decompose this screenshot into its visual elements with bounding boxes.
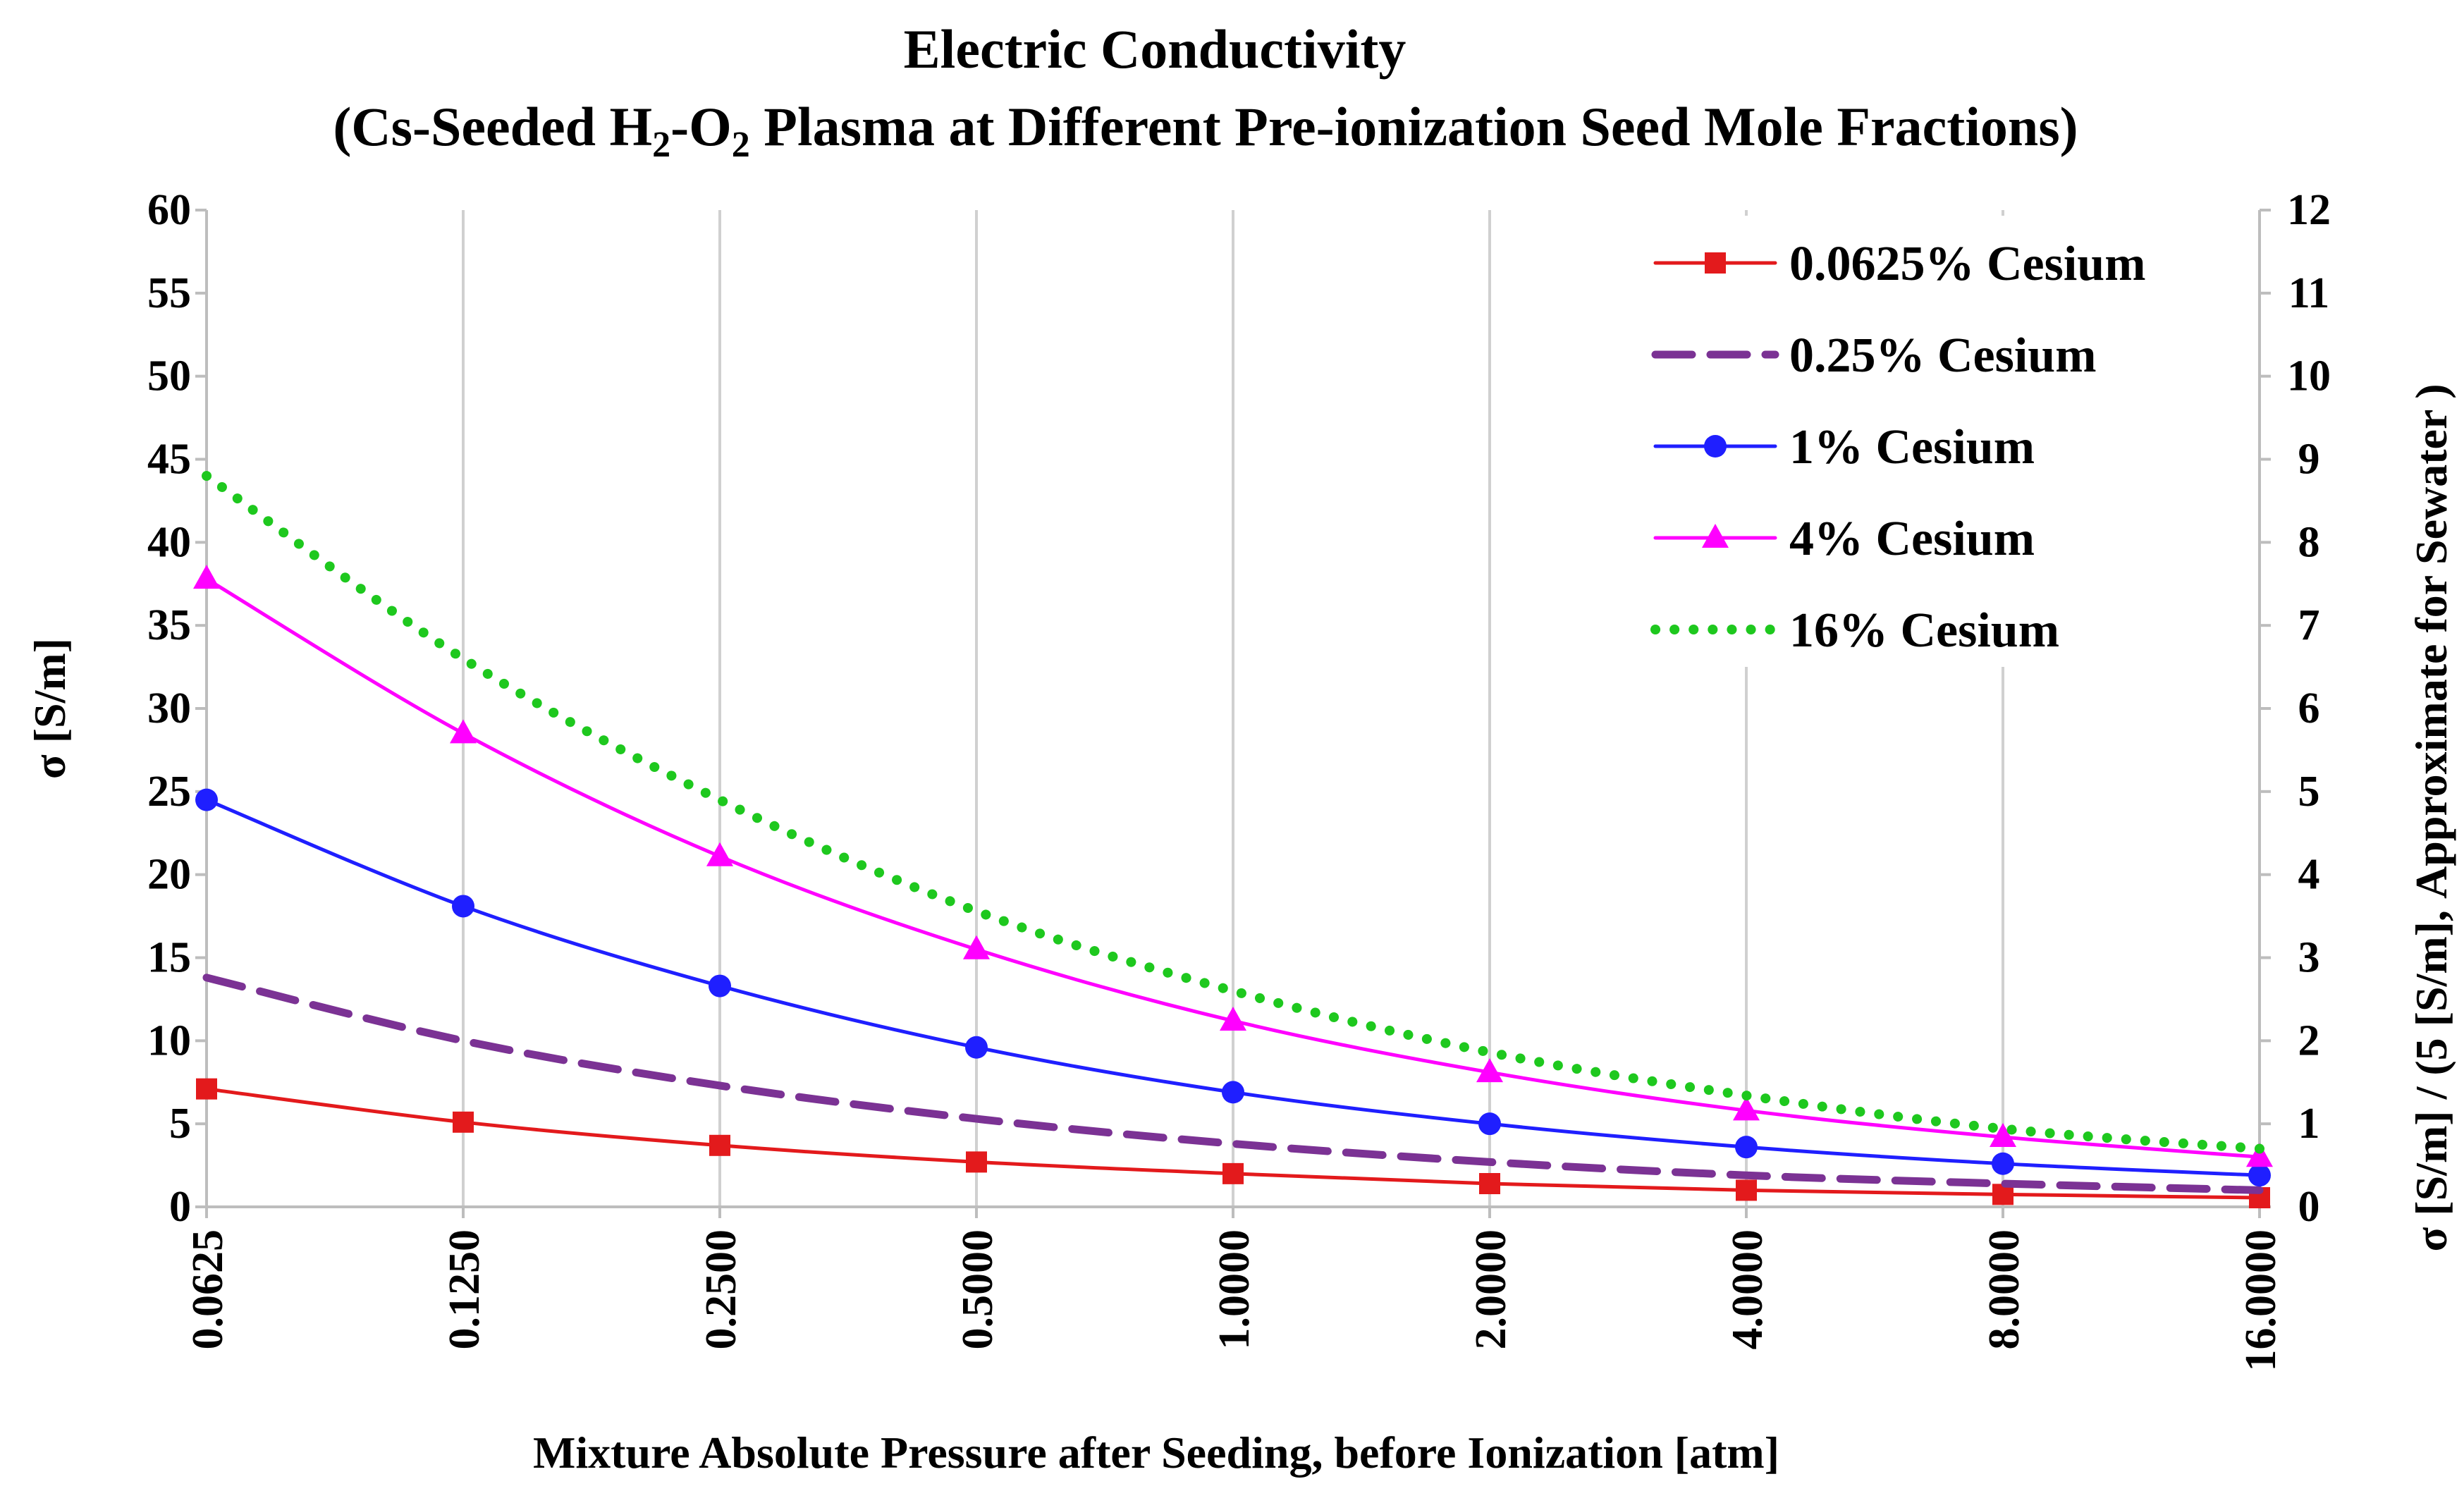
y2-tick-label: 9: [2298, 436, 2320, 484]
x-axis-label: Mixture Absolute Pressure after Seeding,…: [533, 1428, 1779, 1478]
legend-label-0-25-cesium: 0.25% Cesium: [1789, 329, 2097, 383]
y2-tick-label: 7: [2298, 601, 2320, 649]
data-point: [1220, 1007, 1246, 1031]
y-tick-label: 5: [169, 1100, 191, 1148]
y2-tick-label: 5: [2298, 768, 2320, 816]
data-point: [1479, 1173, 1500, 1195]
y-tick-label: 40: [147, 518, 191, 566]
data-point: [193, 565, 220, 589]
x-tick-label: 4.0000: [1724, 1229, 1772, 1350]
data-point: [1735, 1136, 1758, 1159]
y-tick-label: 0: [169, 1183, 191, 1231]
y2-tick-label: 10: [2287, 352, 2331, 400]
legend-marker-4-cesium: [1702, 524, 1729, 548]
y2-tick-label: 8: [2298, 518, 2320, 566]
data-point: [1478, 1112, 1501, 1136]
data-point: [452, 895, 474, 918]
legend-label-16-cesium: 16% Cesium: [1789, 603, 2059, 658]
series-16-cesium: [202, 471, 2264, 1154]
grid-layer: [462, 210, 2004, 1207]
data-point: [709, 1134, 730, 1156]
data-point: [963, 935, 990, 959]
legend: 0.0625% Cesium 0.25% Cesium 1% Cesium 4% Ce…: [1618, 216, 2221, 667]
data-point: [966, 1151, 987, 1173]
data-point: [2248, 1164, 2271, 1187]
series-0-0625-cesium: [196, 1078, 2270, 1209]
x-tick-label: 1.0000: [1210, 1229, 1258, 1350]
data-point: [1222, 1081, 1244, 1104]
y2-tick-label: 4: [2298, 851, 2320, 899]
data-point: [195, 788, 218, 811]
x-tick-label: 2.0000: [1467, 1229, 1515, 1350]
y2-tick-label: 12: [2287, 186, 2331, 234]
y2-tick-label: 0: [2298, 1183, 2320, 1231]
axes-layer: [195, 209, 2271, 1218]
y-tick-label: 35: [147, 601, 191, 649]
legend-marker-0-0625-cesium: [1705, 252, 1726, 274]
y-tick-label: 30: [147, 685, 191, 732]
series-line-0-25-cesium: [202, 974, 2264, 1194]
data-point: [196, 1078, 217, 1100]
x-tick-label: 16.0000: [2237, 1229, 2285, 1372]
y-tick-label: 45: [147, 436, 191, 484]
data-point: [709, 974, 731, 998]
data-point: [450, 719, 477, 744]
x-tick-label: 0.0625: [184, 1229, 232, 1350]
y-tick-label: 50: [147, 352, 191, 400]
data-point: [2246, 1143, 2273, 1167]
series-0-25-cesium: [202, 974, 2264, 1194]
data-point: [1992, 1152, 2014, 1175]
y2-tick-label: 1: [2298, 1100, 2320, 1148]
chart-subtitle: (Cs-Seeded H2-O2 Plasma at Different Pre…: [333, 96, 2078, 165]
data-point: [1476, 1058, 1503, 1083]
data-point: [1736, 1179, 1757, 1201]
data-point: [1990, 1123, 2016, 1148]
legend-label-1-cesium: 1% Cesium: [1789, 420, 2035, 474]
series-line-16-cesium: [202, 471, 2264, 1154]
legend-label-0-0625-cesium: 0.0625% Cesium: [1789, 237, 2146, 291]
y-axis-label: σ [S/m]: [25, 638, 75, 779]
data-point: [1222, 1162, 1244, 1184]
y-tick-label: 20: [147, 851, 191, 899]
y2-axis-label: σ [S/m] / (5 [S/m], Approximate for Sewa…: [2406, 383, 2456, 1251]
data-point: [706, 842, 733, 866]
y2-tick-label: 2: [2298, 1017, 2320, 1064]
y-tick-label: 10: [147, 1017, 191, 1064]
y-tick-label: 60: [147, 186, 191, 234]
y-tick-label: 55: [147, 269, 191, 317]
series-1-cesium: [195, 788, 2271, 1187]
y-tick-label: 25: [147, 768, 191, 816]
y-tick-label: 15: [147, 934, 191, 982]
chart-title: Electric Conductivity: [904, 18, 1406, 80]
data-point: [453, 1111, 474, 1133]
x-tick-label: 0.5000: [954, 1229, 1002, 1350]
data-point: [965, 1036, 988, 1059]
legend-marker-1-cesium: [1704, 435, 1727, 458]
tick-labels: 0510152025303540455055600123456789101112…: [147, 186, 2331, 1372]
series-4-cesium: [193, 565, 2273, 1167]
x-tick-label: 0.2500: [697, 1229, 745, 1350]
legend-label-4-cesium: 4% Cesium: [1789, 512, 2035, 566]
y2-tick-label: 3: [2298, 934, 2320, 982]
data-point: [1733, 1096, 1760, 1121]
x-tick-label: 0.1250: [441, 1229, 489, 1350]
y2-tick-label: 11: [2288, 269, 2330, 317]
x-tick-label: 8.0000: [1980, 1229, 2028, 1350]
y2-tick-label: 6: [2298, 685, 2320, 732]
series-layer: [193, 471, 2273, 1209]
